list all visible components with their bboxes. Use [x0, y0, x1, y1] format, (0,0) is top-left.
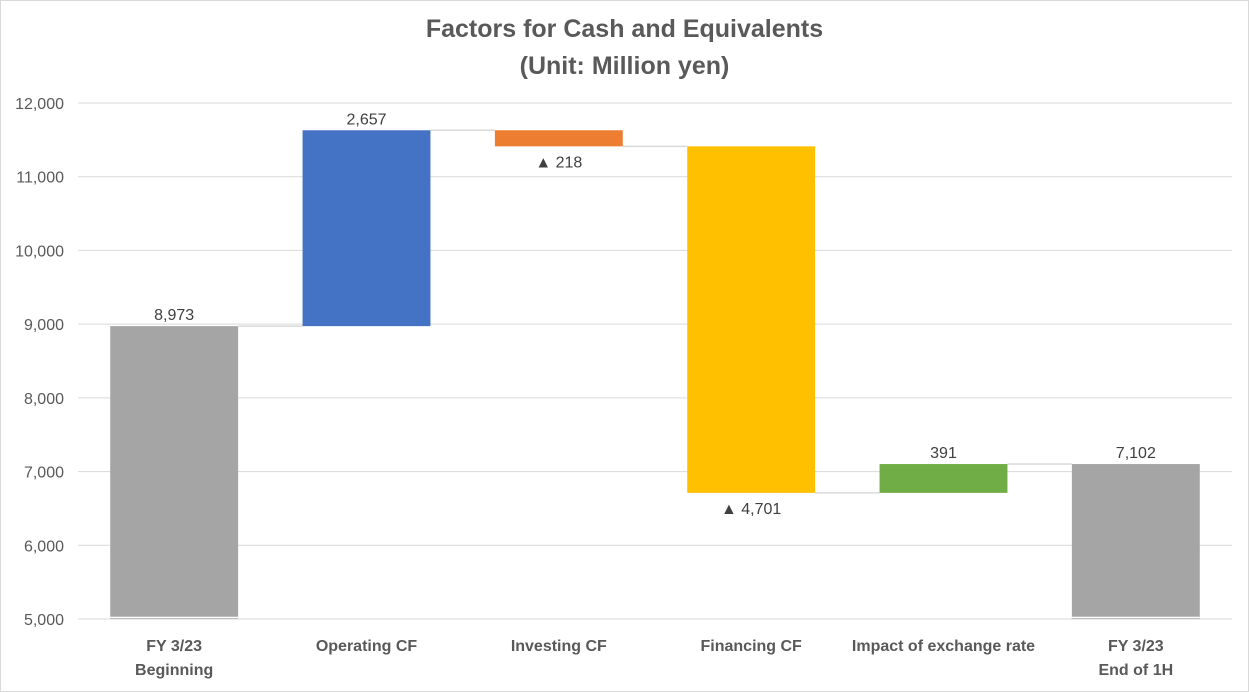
y-tick-label: 12,000 [15, 96, 64, 113]
y-tick-label: 10,000 [15, 243, 64, 260]
x-category-label: Investing CF [511, 638, 607, 655]
y-tick-label: 8,000 [24, 391, 64, 408]
y-tick-label: 7,000 [24, 465, 64, 482]
data-label: 2,657 [346, 111, 386, 128]
data-label: 8,973 [154, 307, 194, 324]
bar [110, 326, 239, 619]
x-category-label: End of 1H [1098, 662, 1173, 679]
chart-subtitle: (Unit: Million yen) [519, 52, 730, 80]
chart-title: Factors for Cash and Equivalents [425, 15, 824, 43]
x-category-label: FY 3/23 [1108, 638, 1164, 655]
bar [687, 146, 816, 493]
data-label: ▲ 218 [535, 154, 582, 171]
x-category-label: Beginning [135, 662, 213, 679]
bar [1071, 464, 1200, 619]
x-category-label: Operating CF [316, 638, 418, 655]
y-tick-label: 6,000 [24, 538, 64, 555]
data-label: ▲ 4,701 [721, 501, 781, 518]
x-category-label: FY 3/23 [146, 638, 202, 655]
bar [494, 130, 623, 147]
y-tick-label: 9,000 [24, 317, 64, 334]
data-label: 391 [930, 445, 957, 462]
bar [302, 130, 431, 327]
data-label: 7,102 [1116, 445, 1156, 462]
x-category-label: Impact of exchange rate [852, 638, 1035, 655]
y-tick-label: 5,000 [24, 612, 64, 629]
y-tick-label: 11,000 [16, 170, 64, 187]
bar [879, 464, 1008, 493]
x-category-label: Financing CF [701, 638, 803, 655]
